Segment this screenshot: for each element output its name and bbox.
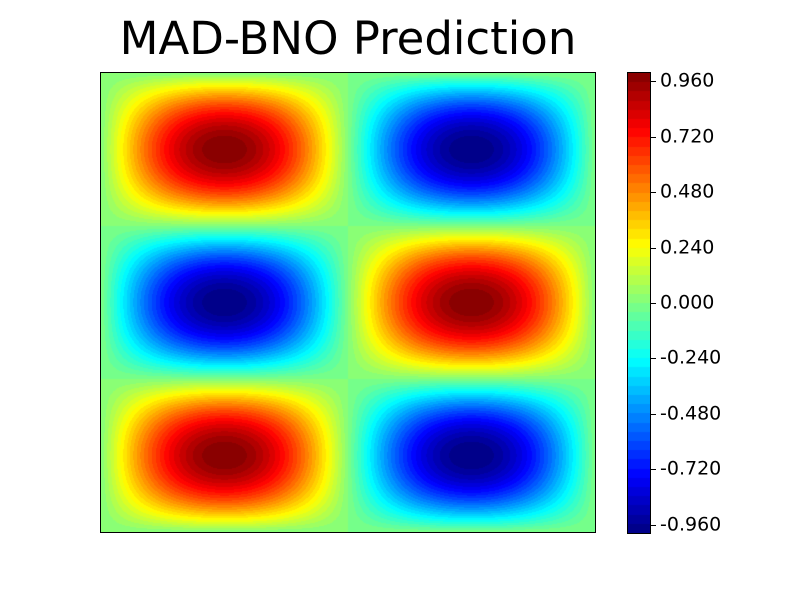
colorbar-tick-mark <box>651 469 656 471</box>
colorbar-tick-mark <box>651 358 656 360</box>
colorbar-tick-label: -0.480 <box>660 402 722 425</box>
colorbar-tick-mark <box>651 524 656 526</box>
heatmap-plot-area <box>100 72 596 533</box>
colorbar-tick-label: 0.960 <box>660 69 715 92</box>
colorbar-tick-label: 0.480 <box>660 180 715 203</box>
colorbar-tick-mark <box>651 247 656 249</box>
colorbar-tick-mark <box>651 81 656 83</box>
colorbar-tick-label: -0.720 <box>660 457 722 480</box>
colorbar <box>627 72 651 534</box>
colorbar-tick-mark <box>651 192 656 194</box>
colorbar-tick-label: 0.000 <box>660 291 715 314</box>
colorbar-tick-label: -0.240 <box>660 346 722 369</box>
colorbar-tick-label: 0.240 <box>660 236 715 259</box>
colorbar-tick-label: 0.720 <box>660 125 715 148</box>
chart-title: MAD-BNO Prediction <box>119 12 577 65</box>
colorbar-gradient <box>628 73 650 533</box>
colorbar-ticks: 0.960 0.720 0.480 0.240 0.000 -0.240 -0.480 -0.… <box>651 69 771 536</box>
colorbar-tick-label: -0.960 <box>660 513 722 536</box>
colorbar-tick-mark <box>651 303 656 304</box>
colorbar-tick-mark <box>651 136 656 138</box>
heatmap-field <box>101 73 595 532</box>
colorbar-tick-mark <box>651 413 656 415</box>
